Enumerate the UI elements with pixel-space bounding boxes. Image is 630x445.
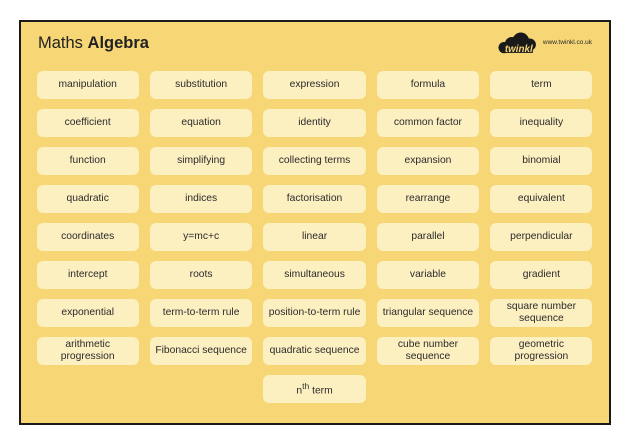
svg-text:twinkl: twinkl: [505, 44, 533, 55]
